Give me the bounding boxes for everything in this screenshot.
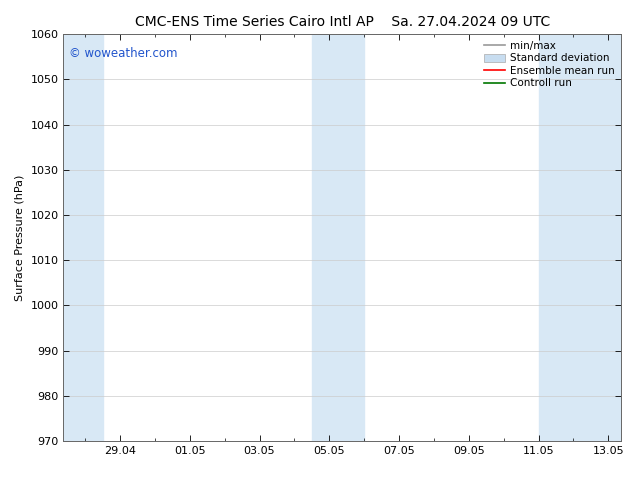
Legend: min/max, Standard deviation, Ensemble mean run, Controll run: min/max, Standard deviation, Ensemble me… xyxy=(480,36,619,93)
Text: © woweather.com: © woweather.com xyxy=(69,47,178,59)
Bar xyxy=(312,34,364,441)
Y-axis label: Surface Pressure (hPa): Surface Pressure (hPa) xyxy=(15,174,25,301)
Title: CMC-ENS Time Series Cairo Intl AP    Sa. 27.04.2024 09 UTC: CMC-ENS Time Series Cairo Intl AP Sa. 27… xyxy=(135,15,550,29)
Bar xyxy=(538,34,621,441)
Bar xyxy=(63,34,103,441)
